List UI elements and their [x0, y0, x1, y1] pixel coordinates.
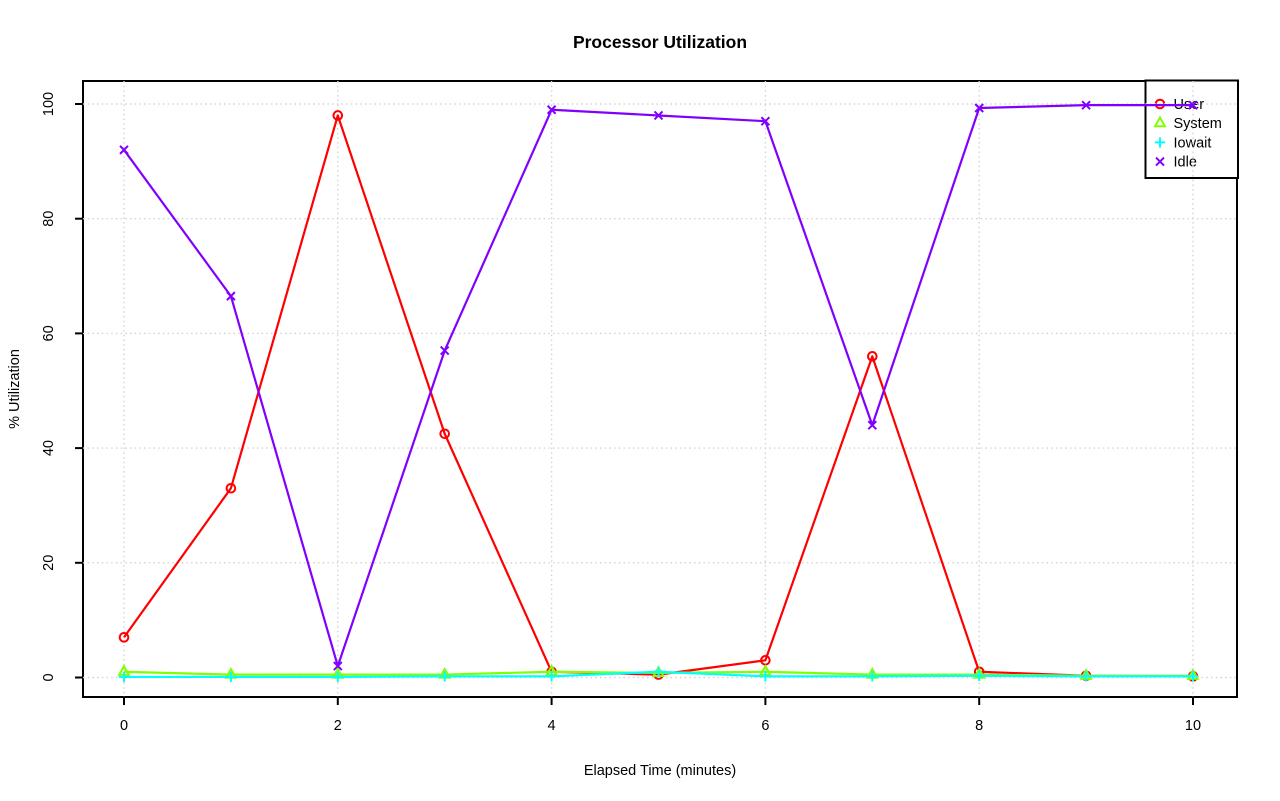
series-iowait-plus-marker	[760, 671, 771, 682]
chart-title: Processor Utilization	[573, 32, 747, 52]
series-idle-x-marker	[974, 103, 984, 113]
x-tick-label-4: 4	[548, 718, 556, 734]
x-tick-label-2: 2	[334, 718, 342, 734]
series-idle-x-marker	[546, 105, 557, 115]
series-iowait-plus-marker	[1187, 671, 1199, 682]
series-idle-x-marker	[867, 420, 878, 430]
series-idle-x-marker	[333, 661, 343, 671]
series-iowait-plus-marker	[653, 666, 664, 677]
series-iowait-plus-marker	[118, 671, 130, 683]
series-idle-x-marker	[226, 291, 236, 301]
series-iowait-plus-marker	[225, 671, 237, 683]
series-user-circle-marker	[118, 632, 130, 643]
y-tick-label-100: 100	[41, 92, 57, 116]
y-tick-label-0: 0	[41, 673, 57, 681]
series-user-circle-marker	[332, 110, 344, 121]
series-iowait-plus-marker	[867, 671, 878, 682]
x-tick-label-8: 8	[975, 718, 983, 734]
series-iowait-plus-marker	[974, 670, 985, 681]
series-idle-x-marker	[1188, 100, 1198, 110]
data-series	[117, 100, 1200, 683]
legend-item-system: System	[1153, 115, 1222, 132]
y-tick-label-40: 40	[41, 440, 57, 456]
series-idle	[119, 100, 1198, 671]
plot-border	[82, 80, 1238, 698]
series-user-circle-marker	[225, 482, 237, 494]
series-user	[118, 110, 1199, 682]
y-tick-label-20: 20	[41, 555, 57, 571]
gridlines	[83, 81, 1237, 697]
series-iowait-plus-marker	[546, 671, 557, 682]
series-line-idle	[123, 104, 1193, 668]
legend-iowait-plus-marker	[1154, 137, 1166, 148]
x-tick-label-0: 0	[120, 718, 128, 734]
legend-system-triangle-marker	[1153, 115, 1167, 128]
series-user-circle-marker	[867, 351, 878, 362]
series-idle-x-marker	[1081, 100, 1091, 110]
series-user-circle-marker	[439, 428, 451, 440]
y-tick-label-60: 60	[41, 325, 57, 341]
series-iowait-plus-marker	[332, 671, 343, 683]
legend-idle-x-marker	[1155, 156, 1165, 167]
y-tick-label-80: 80	[41, 211, 57, 227]
series-iowait	[118, 666, 1199, 683]
x-tick-label-6: 6	[761, 718, 769, 734]
series-idle-x-marker	[119, 145, 129, 155]
legend-label-system: System	[1174, 116, 1222, 132]
y-axis-label: % Utilization	[7, 349, 23, 429]
series-idle-x-marker	[653, 110, 664, 121]
series-idle-x-marker	[760, 116, 771, 126]
series-idle-x-marker	[439, 345, 450, 356]
legend-label-idle: Idle	[1174, 155, 1197, 171]
series-line-user	[123, 114, 1194, 678]
series-iowait-plus-marker	[1080, 671, 1092, 682]
x-axis-label: Elapsed Time (minutes)	[584, 763, 736, 779]
x-tick-label-10: 10	[1185, 718, 1201, 734]
legend-item-idle: Idle	[1155, 155, 1197, 171]
series-iowait-plus-marker	[439, 671, 450, 682]
